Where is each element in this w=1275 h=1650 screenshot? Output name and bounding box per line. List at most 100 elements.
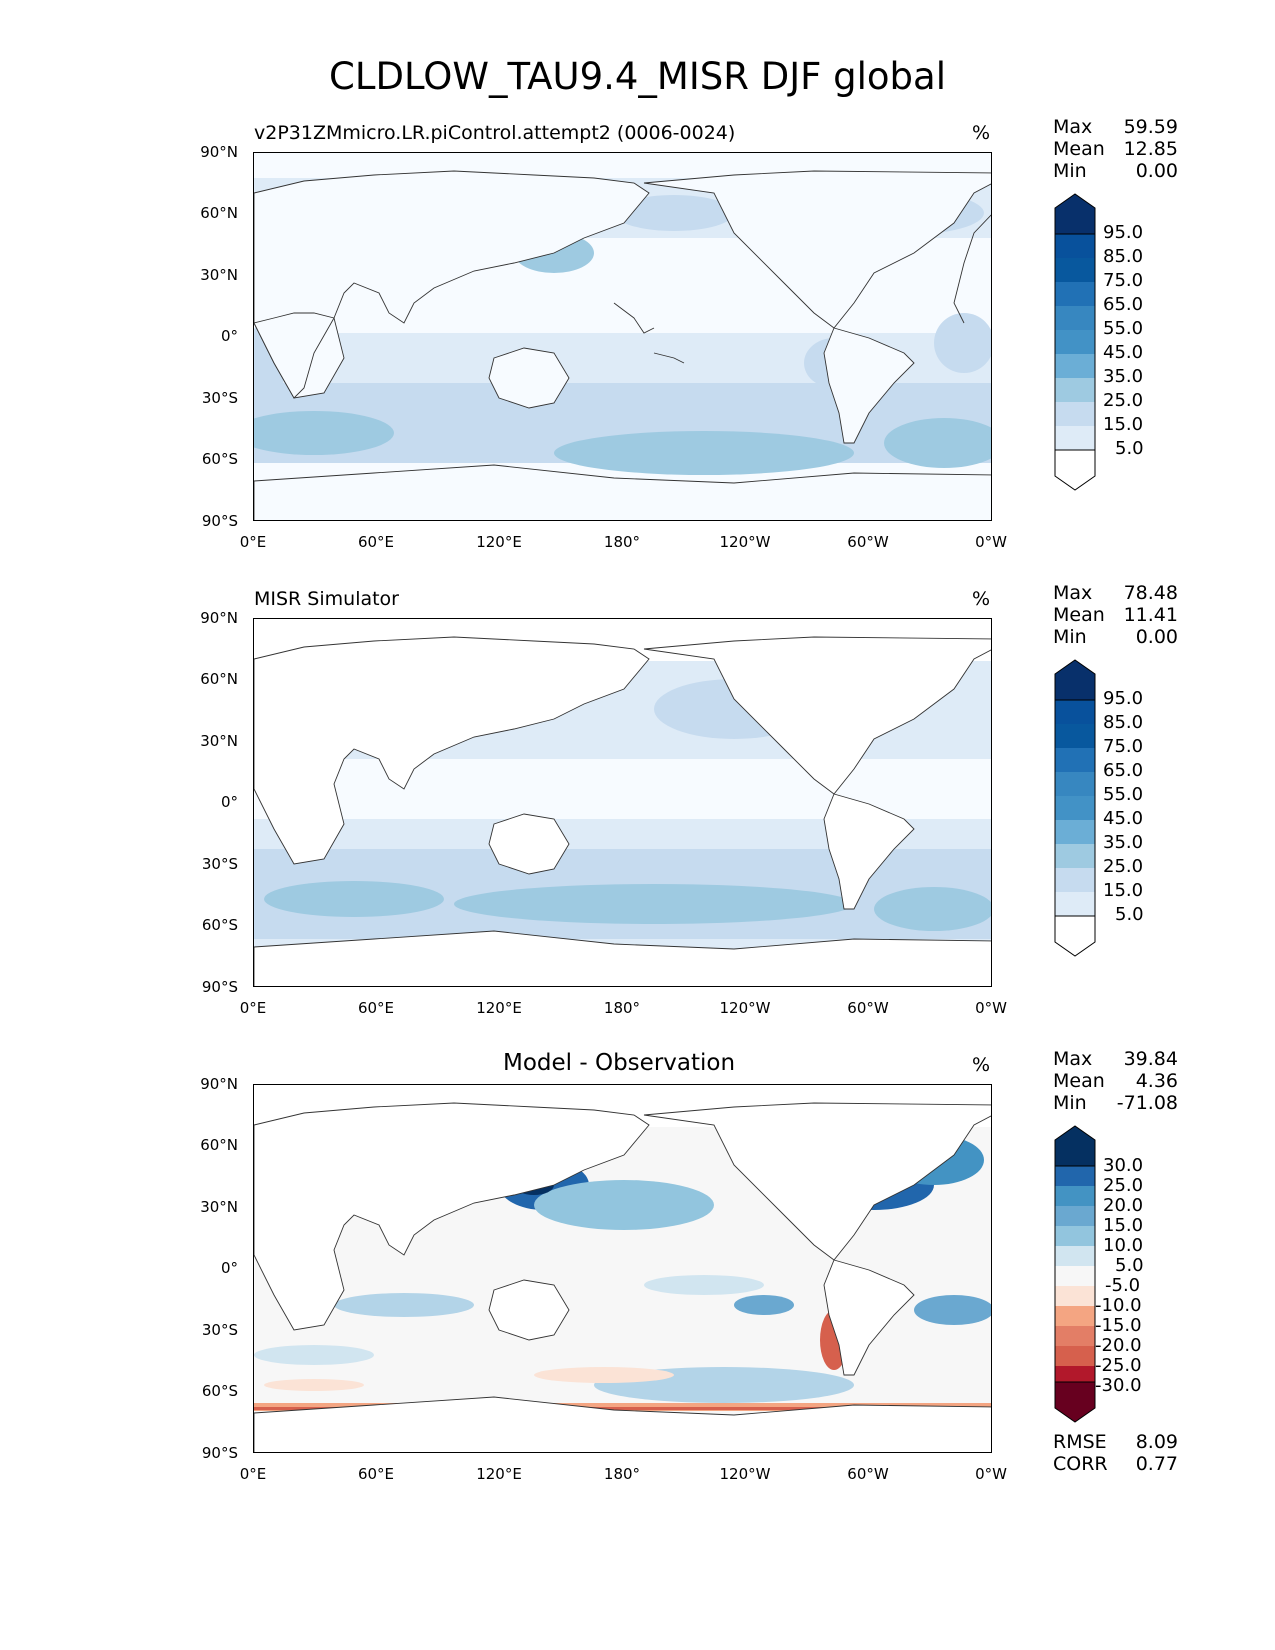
xtick: 60°W [847,533,889,551]
ytick: 0° [220,1259,238,1277]
colorbar-level: 95.0 [1103,688,1144,709]
stat-min-label: Min [1053,160,1087,182]
colorbar-level: 15.0 [1103,880,1144,901]
xtick: 120°E [476,533,522,551]
stat-min-value: 0.00 [1135,626,1178,648]
colorbar-level: 65.0 [1103,760,1144,781]
ytick: 30°N [200,732,238,750]
xtick: 0°W [975,533,1007,551]
colorbar-level: 15.0 [1103,1215,1144,1236]
xtick: 0°W [975,999,1007,1017]
colorbar-level: 85.0 [1103,712,1144,733]
xtick: 120°E [476,999,522,1017]
colorbar-level: 65.0 [1103,294,1144,315]
panel-test-map [253,152,992,521]
colorbar-level: -30.0 [1095,1375,1142,1396]
ytick: 90°S [201,978,238,996]
colorbar-level: 5.0 [1115,438,1144,459]
panel-reference-colorbar-svg [1054,659,1096,957]
stat-max-label: Max [1053,582,1093,604]
ytick: 30°S [201,1321,238,1339]
colorbar-level: 45.0 [1103,808,1144,829]
stat-min-value: 0.00 [1135,160,1178,182]
ytick: 60°N [200,670,238,688]
ytick: 60°N [200,204,238,222]
ytick: 30°N [200,266,238,284]
xtick: 0°E [239,999,267,1017]
ytick: 90°N [200,609,238,627]
panel-reference-units: % [972,588,991,610]
xtick: 60°W [847,999,889,1017]
colorbar-level: 20.0 [1103,1195,1144,1216]
panel-diff-colorbar-svg [1054,1125,1096,1423]
xtick: 60°E [357,1465,395,1483]
xtick: 120°W [719,1465,771,1483]
panel-diff-label: Model - Observation [503,1050,736,1076]
ytick: 90°S [201,512,238,530]
xtick: 180° [603,1465,641,1483]
colorbar-level: 25.0 [1103,390,1144,411]
stat-min-label: Min [1053,626,1087,648]
panel-test-colorbar-svg [1054,193,1096,491]
colorbar-level: 5.0 [1115,904,1144,925]
xtick: 180° [603,533,641,551]
stat-min-value: -71.08 [1116,1092,1178,1114]
panel-diff-map [253,1084,992,1453]
colorbar-level: -15.0 [1095,1315,1142,1336]
metric-corr-label: CORR [1053,1453,1108,1475]
colorbar-level: 85.0 [1103,246,1144,267]
stat-min-label: Min [1053,1092,1087,1114]
colorbar-level: 30.0 [1103,1155,1144,1176]
stat-mean-value: 12.85 [1123,138,1178,160]
panel-reference-map-svg [254,619,991,986]
panel-diff-metrics: RMSE 8.09 CORR 0.77 [1053,1431,1178,1475]
xtick: 120°W [719,999,771,1017]
stat-max-value: 78.48 [1123,582,1178,604]
stat-mean-value: 11.41 [1123,604,1178,626]
colorbar-level: 95.0 [1103,222,1144,243]
panel-diff-colorbar: 30.0 25.0 20.0 15.0 10.0 5.0 -5.0 -10.0 … [1054,1125,1144,1423]
stat-max-value: 59.59 [1123,116,1178,138]
stat-mean-value: 4.36 [1135,1070,1178,1092]
colorbar-level: 35.0 [1103,832,1144,853]
panel-diff-units: % [972,1054,991,1076]
colorbar-level: -25.0 [1095,1355,1142,1376]
colorbar-level: 5.0 [1115,1255,1144,1276]
xtick: 60°E [357,999,395,1017]
colorbar-level: 35.0 [1103,366,1144,387]
xtick: 0°W [975,1465,1007,1483]
panel-reference-label: MISR Simulator [254,588,399,610]
colorbar-level: 15.0 [1103,414,1144,435]
ytick: 30°S [201,855,238,873]
xtick: 0°E [239,533,267,551]
panel-test-map-svg [254,153,991,520]
ytick: 90°N [200,143,238,161]
panel-reference-colorbar: 95.0 85.0 75.0 65.0 55.0 45.0 35.0 25.0 … [1054,659,1144,957]
stat-max-value: 39.84 [1123,1048,1178,1070]
figure-title: CLDLOW_TAU9.4_MISR DJF global [329,55,946,98]
ytick: 0° [220,793,238,811]
stat-mean-label: Mean [1053,604,1105,626]
colorbar-level: -5.0 [1105,1275,1141,1296]
colorbar-level: 25.0 [1103,856,1144,877]
colorbar-level: 25.0 [1103,1175,1144,1196]
xtick: 120°W [719,533,771,551]
colorbar-level: -10.0 [1095,1295,1142,1316]
xtick: 60°W [847,1465,889,1483]
xtick: 60°E [357,533,395,551]
colorbar-level: -20.0 [1095,1335,1142,1356]
panel-diff-map-svg [254,1085,991,1452]
metric-rmse-value: 8.09 [1135,1431,1178,1453]
panel-test-label: v2P31ZMmicro.LR.piControl.attempt2 (0006… [254,122,736,144]
ytick: 60°N [200,1136,238,1154]
ytick: 30°S [201,389,238,407]
stat-max-label: Max [1053,1048,1093,1070]
colorbar-level: 55.0 [1103,784,1144,805]
xtick: 120°E [476,1465,522,1483]
stat-mean-label: Mean [1053,138,1105,160]
colorbar-level: 75.0 [1103,736,1144,757]
panel-reference-stats: Max 78.48 Mean 11.41 Min 0.00 [1053,582,1178,648]
ytick: 90°S [201,1444,238,1462]
ytick: 90°N [200,1075,238,1093]
colorbar-level: 10.0 [1103,1235,1144,1256]
